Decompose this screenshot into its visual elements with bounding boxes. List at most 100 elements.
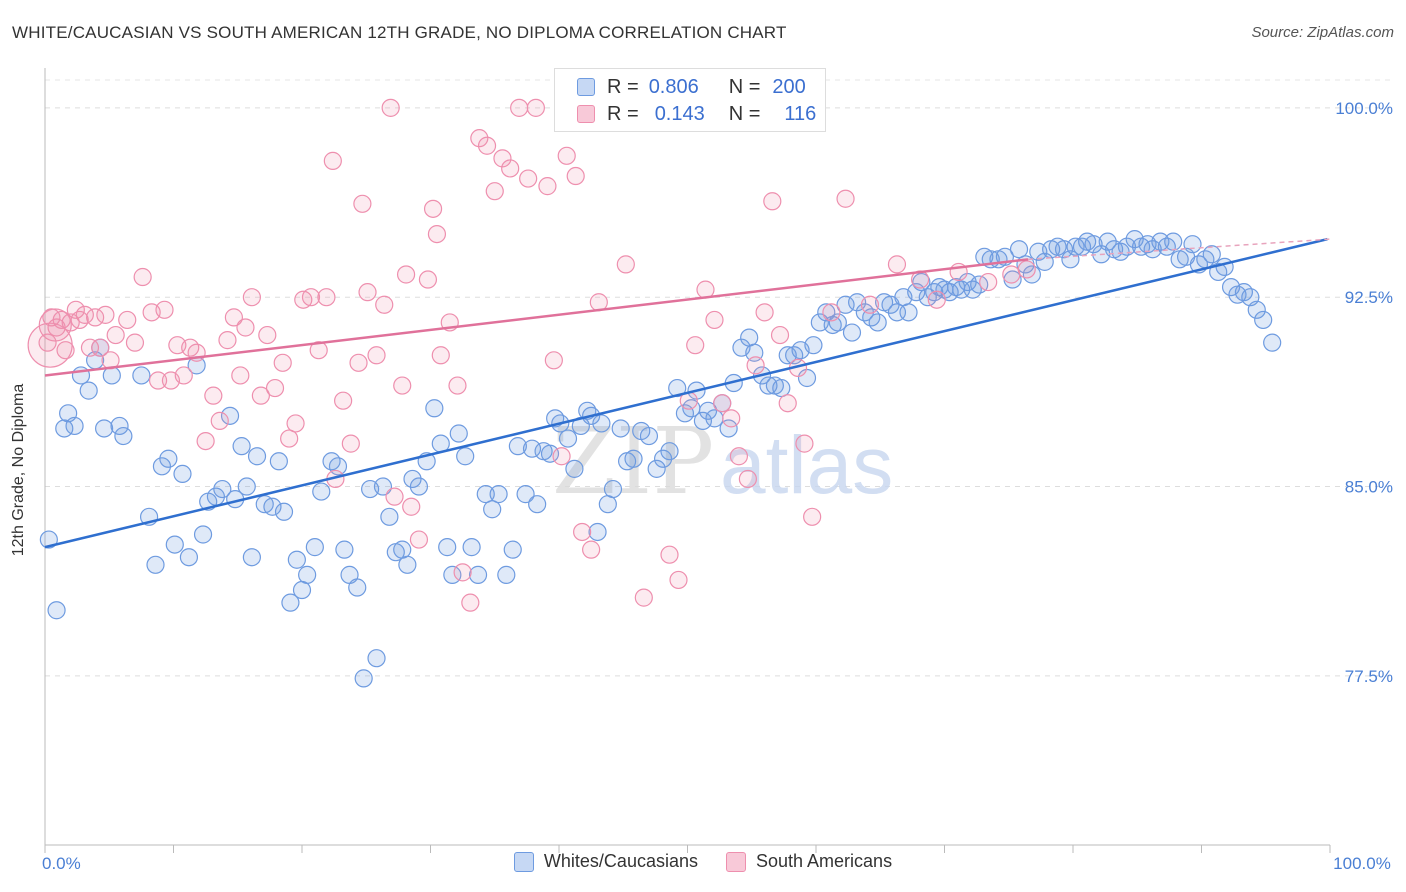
data-point-whites [660,442,679,461]
data-point-south-americans [341,434,360,453]
data-point-south-americans [317,288,336,307]
data-point-whites [263,497,282,516]
legend-item-whites[interactable]: Whites/Caucasians [513,851,698,872]
data-point-whites [1022,265,1041,284]
data-point-whites [179,548,199,567]
data-point-whites [220,406,240,425]
data-point-whites [146,555,165,574]
data-point-south-americans [453,563,472,582]
data-point-whites [468,565,488,584]
data-point-whites [393,540,412,559]
axes [44,68,1331,853]
data-point-whites [705,409,724,428]
x-tick-label: 0.0% [42,854,81,873]
data-point-whites [193,525,213,544]
data-point-whites [868,313,887,332]
data-point-south-americans [557,146,576,165]
data-point-whites [522,439,542,458]
data-point-south-americans [582,540,601,559]
data-point-whites [335,540,354,559]
data-point-south-americans [738,469,757,489]
data-point-south-americans [448,376,467,395]
data-point-whites [1066,237,1085,256]
data-point-whites [114,426,133,446]
data-point-whites [1247,300,1266,319]
data-point-whites [398,555,417,574]
data-point-whites [159,449,178,468]
y-tick-label: 77.5% [1345,667,1393,686]
data-point-south-americans [106,325,125,345]
data-point-south-americans [485,182,504,201]
data-point-whites [668,378,687,398]
data-point-whites [639,426,659,446]
legend-r-value: 0.143 [654,102,705,125]
data-point-whites [456,447,475,466]
data-point-south-americans [501,159,520,178]
data-point-south-americans [218,331,237,350]
data-point-whites [528,495,547,514]
data-point-south-americans [96,305,115,324]
data-point-south-americans [66,300,85,319]
data-point-whites [797,368,817,388]
data-point-south-americans [155,300,174,319]
data-point-south-americans [660,545,679,564]
tick-labels: 77.5% 85.0% 92.5% 100.0% 0.0% 100.0% [42,99,1393,873]
data-point-south-americans [251,386,270,405]
data-point-south-americans [686,336,705,355]
data-point-south-americans [544,351,563,370]
data-point-south-americans [423,199,443,218]
data-point-whites [508,437,527,456]
data-point-south-americans [125,333,145,352]
data-point-whites [503,540,522,559]
data-point-whites [516,485,535,504]
data-point-whites [693,411,713,430]
legend-swatch-blue [577,78,595,96]
data-point-south-americans [258,325,277,345]
data-point-south-americans [375,295,394,314]
data-point-whites [476,485,495,504]
data-point-whites [242,548,261,567]
data-point-whites [611,419,630,438]
data-point-whites [1098,232,1117,251]
data-point-whites [558,429,578,448]
series-legend: Whites/Caucasians South Americans [0,851,1406,872]
y-tick-label: 92.5% [1345,288,1393,307]
data-point-whites [110,416,129,436]
data-point-whites [373,477,393,496]
legend-swatch-pink [577,105,595,123]
data-point-whites [403,469,422,489]
legend-label: South Americans [756,851,893,871]
data-point-south-americans [301,288,321,307]
data-point-south-americans [729,447,749,466]
data-point-south-americans [431,346,450,365]
data-point-whites [624,449,643,468]
data-point-whites [647,459,666,478]
data-point-whites [269,452,288,471]
data-point-whites [409,477,429,496]
data-point-south-americans [493,149,512,168]
data-point-south-americans [38,333,57,352]
x-tick-label: 100.0% [1333,854,1391,873]
data-point-south-americans [381,98,400,117]
trend-line-whites [44,237,1328,549]
legend-label: Whites/Caucasians [543,851,698,871]
data-point-south-americans [353,194,372,213]
data-point-whites [1117,237,1137,256]
data-point-south-americans [224,308,243,327]
data-point-whites [1054,240,1074,259]
data-point-whites [213,479,232,499]
data-point-south-americans [470,129,489,148]
data-point-whites [95,419,114,438]
data-point-whites [165,535,184,554]
data-point-whites [298,565,317,584]
data-point-whites [281,593,300,612]
legend-swatch-blue [513,851,534,872]
data-point-south-americans [713,394,732,413]
source-label: Source: ZipAtlas.com [1251,24,1394,41]
data-point-whites [65,416,84,436]
data-point-south-americans [174,366,193,385]
series-whites-points [39,230,1282,688]
legend-item-south-americans[interactable]: South Americans [726,851,892,872]
legend-n-label: N = [728,102,761,125]
